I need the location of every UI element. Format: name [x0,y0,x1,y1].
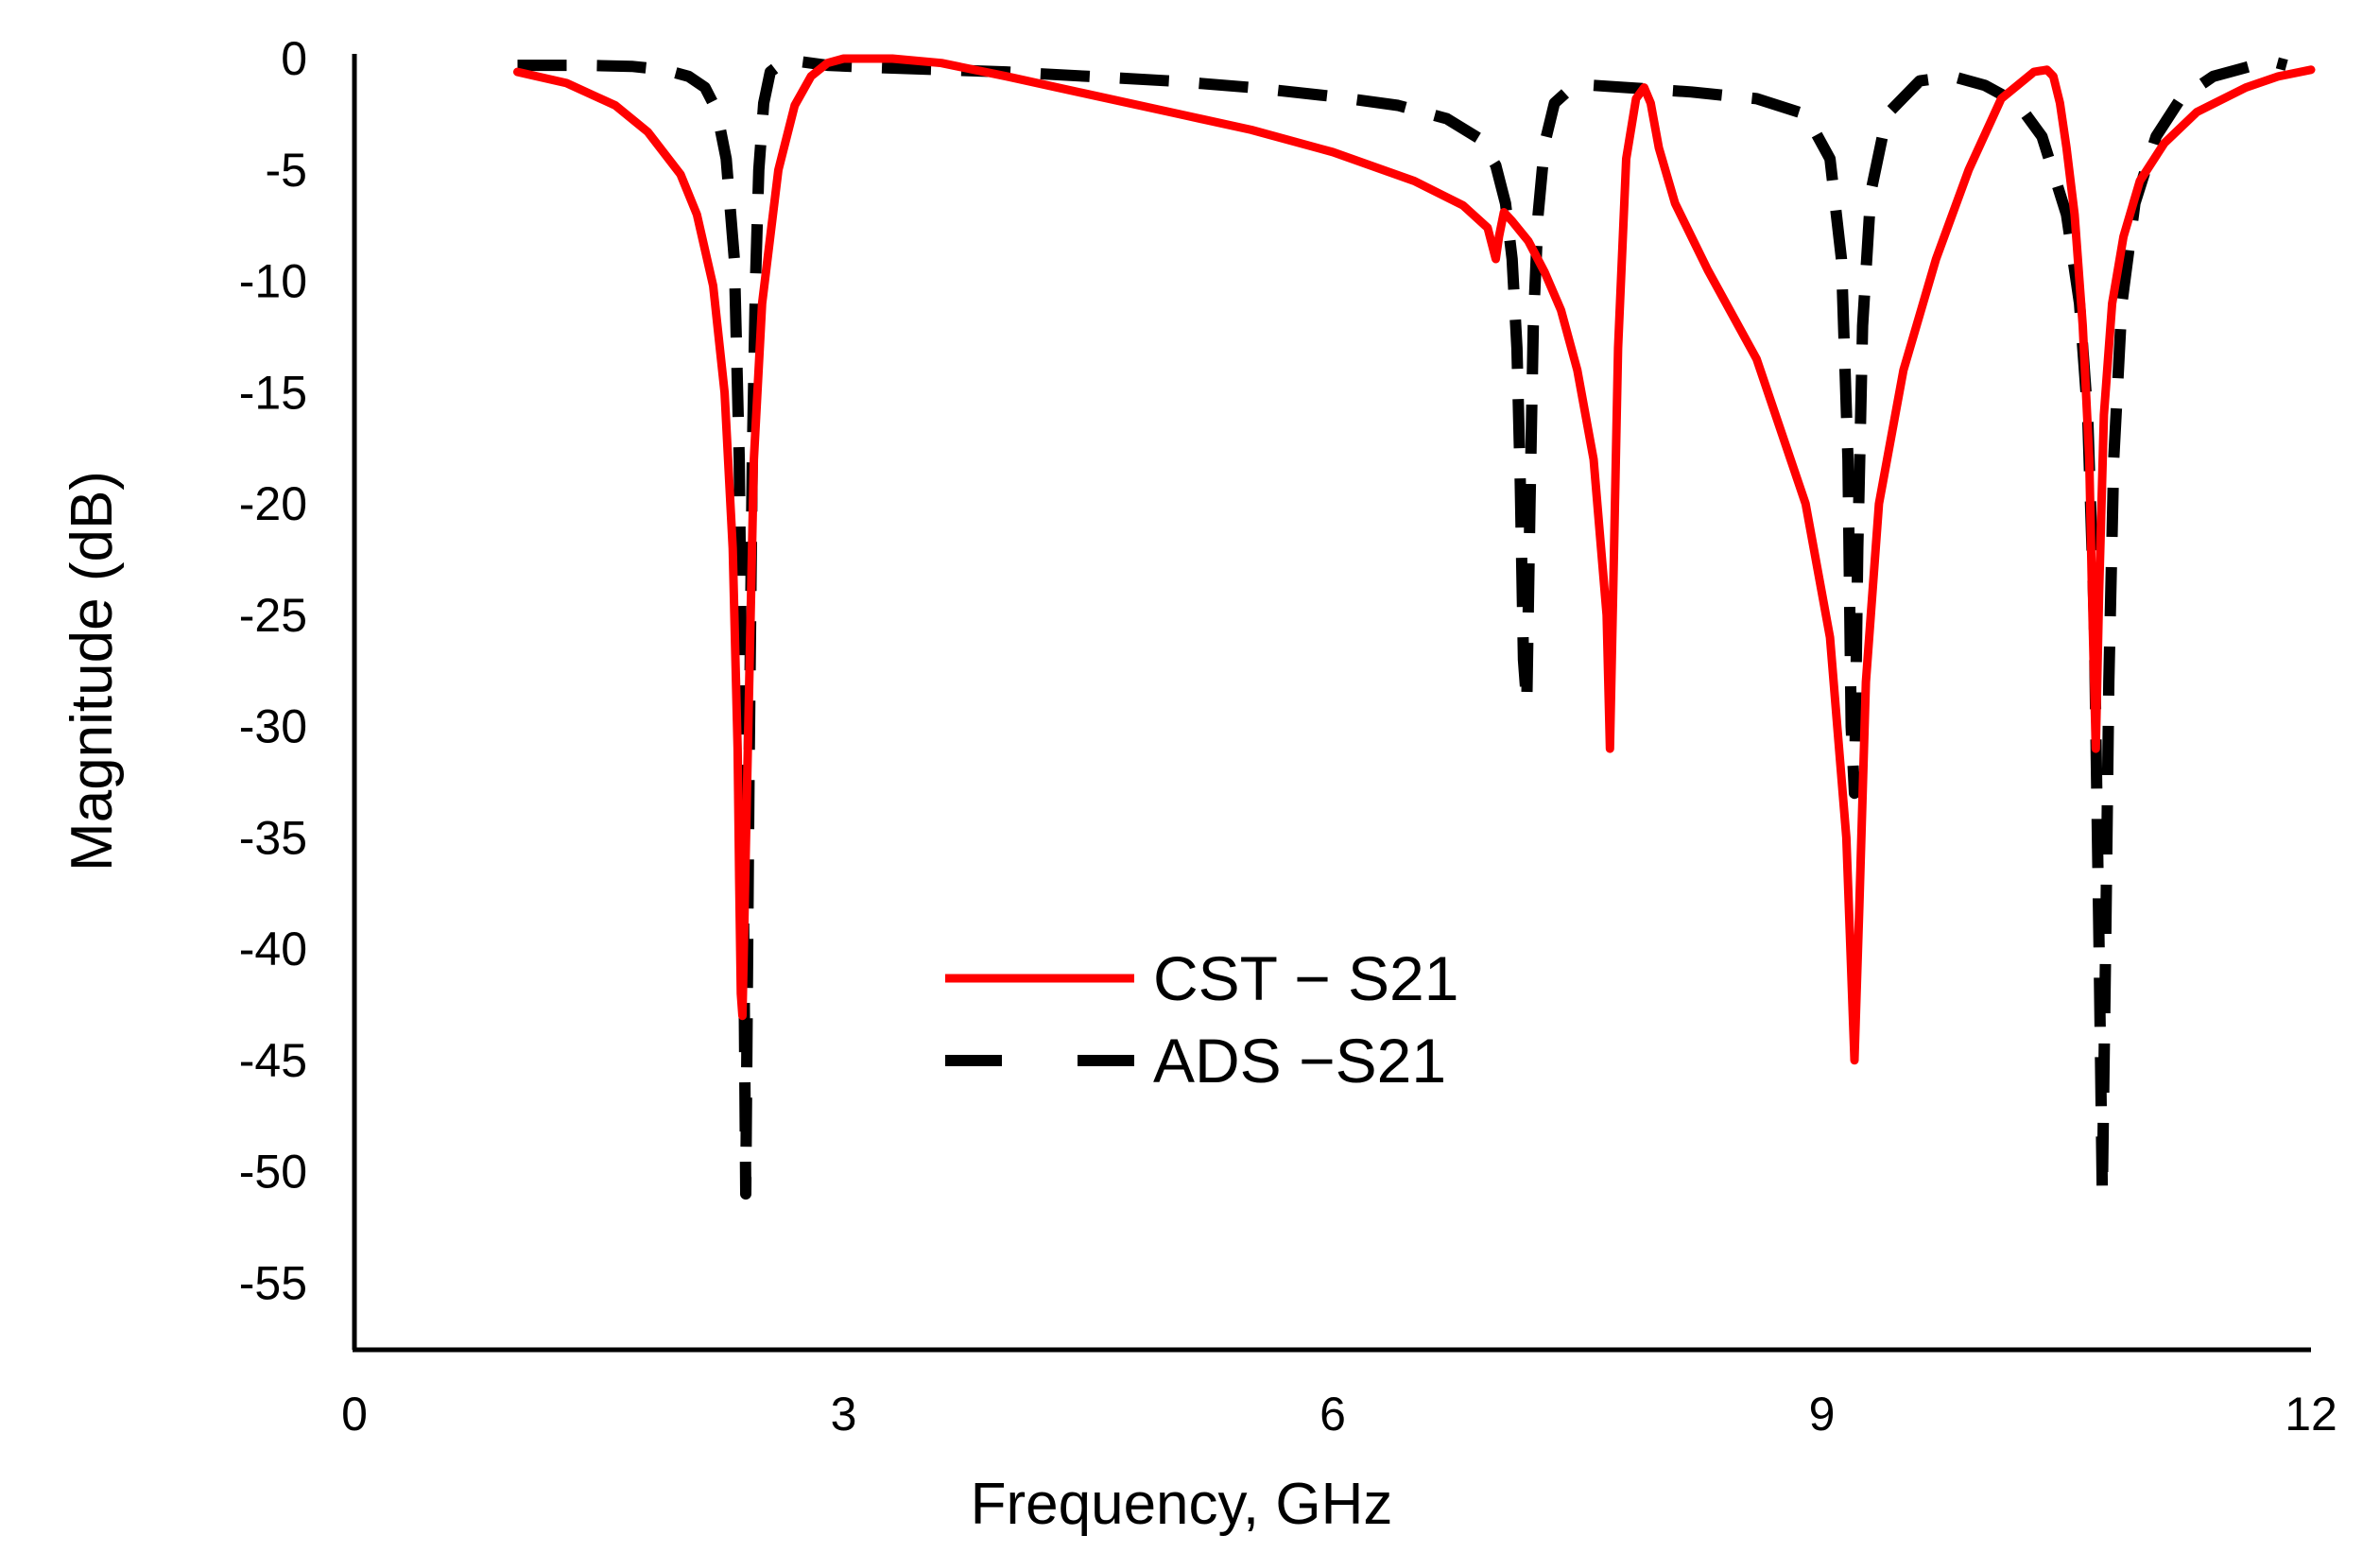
y-tick-label: -40 [239,923,307,975]
y-tick-label: -20 [239,477,307,530]
y-tick-label: -25 [239,589,307,642]
y-tick-label: -50 [239,1146,307,1199]
x-tick-label: 0 [341,1388,368,1441]
y-tick-label: -45 [239,1034,307,1087]
y-tick-labels: 0 -5 -10 -15 -20 -25 -30 -35 -40 -45 -50 -55 [239,32,307,1309]
x-axis-label: Frequency, GHz [971,1472,1393,1537]
x-tick-label: 12 [2285,1388,2337,1441]
y-tick-label: -35 [239,811,307,864]
y-tick-label: -30 [239,700,307,753]
x-tick-label: 6 [1319,1388,1346,1441]
y-tick-label: 0 [281,32,307,85]
y-axis-label: Magnitude (dB) [60,471,125,871]
x-tick-label: 9 [1809,1388,1836,1441]
legend-label: CST − S21 [1153,943,1458,1013]
series-line-cst-s21 [513,54,2316,1065]
x-tick-label: 3 [831,1388,857,1441]
y-tick-label: -5 [266,144,307,197]
x-tick-labels: 0 3 6 9 12 [341,1388,2337,1441]
y-tick-label: -15 [239,366,307,419]
y-tick-label: -55 [239,1256,307,1309]
legend-label: ADS −S21 [1153,1026,1446,1096]
series-line-ads-s21 [517,55,2288,1200]
legend: CST − S21 ADS −S21 [945,943,1458,1096]
y-tick-label: -10 [239,255,307,308]
plot-series [513,54,2316,1200]
